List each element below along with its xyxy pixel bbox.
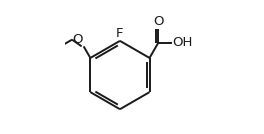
Text: O: O xyxy=(73,33,83,46)
Text: OH: OH xyxy=(172,36,193,49)
Text: O: O xyxy=(153,15,163,28)
Text: F: F xyxy=(116,27,124,40)
